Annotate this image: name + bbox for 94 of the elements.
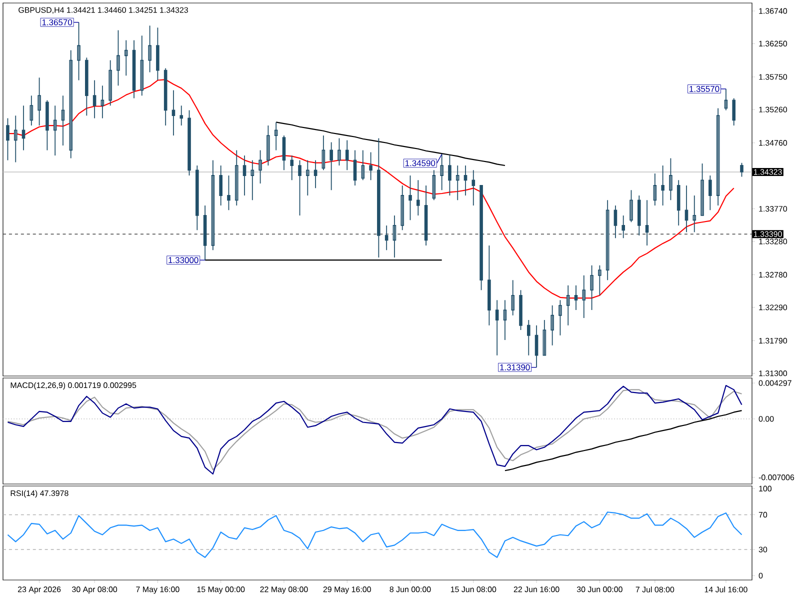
candlestick [582,274,586,318]
candlestick [38,77,41,126]
candlestick [330,142,333,191]
candlestick [590,264,594,311]
candlestick [684,185,688,233]
candlestick [116,30,120,86]
candlestick [108,60,112,106]
candlestick [511,280,515,316]
line-series [276,122,506,166]
candlestick [416,180,420,216]
candlestick [566,284,570,326]
candlestick [740,162,744,178]
candlestick [598,264,602,296]
annotation: 1.33000 [168,257,198,264]
candlestick [392,215,396,258]
candlestick [180,105,184,126]
candlestick [188,110,191,176]
candlestick [338,138,341,166]
candlestick [250,160,254,201]
candlestick [464,165,468,196]
candlestick [69,50,73,159]
candlestick [630,190,633,223]
candlestick [196,165,199,231]
candlestick [290,155,294,181]
candlestick [724,88,728,111]
candlestick [61,95,65,146]
candlestick [669,158,672,201]
candlestick [488,244,491,326]
candlestick [266,125,270,166]
candlestick [140,35,144,96]
candlestick [227,175,230,211]
candlestick [6,118,10,161]
annotation: 1.35570 [690,86,720,92]
candlestick [234,150,238,206]
line-series [504,410,742,472]
candlestick [298,160,302,216]
candlestick [77,22,80,81]
candlestick [85,57,88,116]
candlestick [92,80,96,119]
candlestick [424,185,428,246]
candlestick [22,105,26,151]
candlestick [203,205,207,261]
candlestick [361,150,365,181]
line-series [7,512,742,558]
candlestick [322,135,326,171]
candlestick [400,185,404,231]
candlestick [440,154,444,191]
candlestick [30,95,34,126]
candlestick [661,165,664,206]
candlestick [148,25,152,73]
candlestick [258,150,262,184]
candlestick [124,40,128,76]
candlestick [100,85,104,119]
candlestick [377,138,380,258]
candlestick [472,170,476,206]
annotation: 1.34590 [405,160,436,166]
candlestick [448,155,452,196]
candlestick [558,300,562,336]
candlestick [46,100,49,151]
candlestick [172,90,176,136]
candlestick [519,290,522,330]
candlestick [495,300,499,356]
candlestick [314,160,318,189]
annotation: 1.31390 [500,364,530,370]
candlestick [534,324,538,368]
candlestick [53,105,57,156]
candlestick [384,225,388,251]
candlestick [369,152,372,181]
annotation: 1.36570 [42,19,72,26]
candlestick [676,180,680,226]
candlestick [550,304,554,346]
candlestick [219,165,222,206]
candlestick [622,215,626,239]
candlestick [526,320,530,356]
candlestick [242,155,246,196]
candlestick [645,200,649,246]
candlestick [637,195,641,236]
candlestick [353,150,357,186]
candlestick [306,160,310,196]
candlestick [14,115,18,163]
candlestick [156,27,160,81]
candlestick [345,140,349,171]
candlestick [274,122,278,151]
candlestick [408,175,412,221]
candlestick [614,205,618,239]
candlestick [700,163,704,216]
candlestick [653,173,657,206]
candlestick [574,284,578,311]
candlestick [692,195,696,233]
candlestick [503,300,507,340]
candlestick [480,185,483,291]
candlestick [456,165,460,201]
candlestick [708,175,712,211]
candlestick [732,98,736,126]
